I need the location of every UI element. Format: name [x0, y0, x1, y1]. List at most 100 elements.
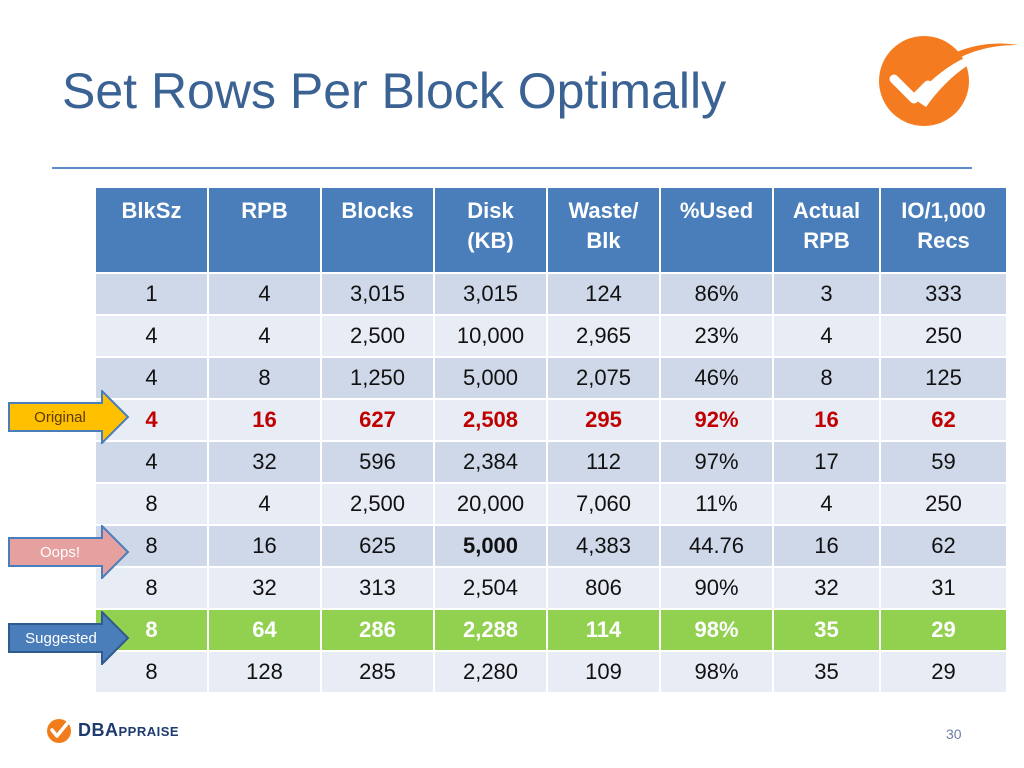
original-label: Original: [34, 408, 86, 426]
table-cell: 627: [320, 398, 435, 442]
table-cell: 250: [879, 482, 1008, 526]
table-cell: 5,000: [433, 356, 548, 400]
table-row: 4 32 596 2,384 112 97% 17 59: [94, 440, 1008, 484]
column-header-text: RPB: [803, 228, 850, 253]
table-row: 8 16 625 5,000 4,383 44.76 16 62: [94, 524, 1008, 568]
table-cell: 35: [772, 650, 881, 694]
column-header-text: RPB: [241, 198, 288, 223]
column-header: IO/1,000 Recs: [879, 186, 1008, 274]
table-cell: 3: [772, 272, 881, 316]
table-cell: 2,280: [433, 650, 548, 694]
table-cell: 4,383: [546, 524, 661, 568]
column-header: Blocks: [320, 186, 435, 274]
table-cell: 625: [320, 524, 435, 568]
table-cell: 4: [207, 482, 322, 526]
column-header-text: Actual: [792, 198, 861, 223]
column-header-text: Disk: [467, 198, 514, 223]
table-cell: 46%: [659, 356, 774, 400]
table-cell: 2,500: [320, 482, 435, 526]
column-header-text: %Used: [679, 198, 754, 223]
table-cell: 23%: [659, 314, 774, 358]
column-header-text: Blk: [586, 228, 621, 253]
table-cell: 285: [320, 650, 435, 694]
table-cell: 59: [879, 440, 1008, 484]
column-header: BlkSz: [94, 186, 209, 274]
oops-label: Oops!: [39, 543, 81, 561]
table-cell: 7,060: [546, 482, 661, 526]
table-cell: 64: [207, 608, 322, 652]
table-cell: 125: [879, 356, 1008, 400]
table-cell: 4: [207, 314, 322, 358]
table-cell: 112: [546, 440, 661, 484]
table-cell: 4: [207, 272, 322, 316]
table-cell: 1,250: [320, 356, 435, 400]
table-cell: 3,015: [433, 272, 548, 316]
table-row: 4 4 2,500 10,000 2,965 23% 4 250: [94, 314, 1008, 358]
suggested-label: Suggested: [25, 629, 97, 647]
table-cell: 10,000: [433, 314, 548, 358]
table-cell: 29: [879, 608, 1008, 652]
table-cell: 16: [207, 398, 322, 442]
table-cell: 16: [772, 398, 881, 442]
column-header: Waste/Blk: [546, 186, 661, 274]
right-arrow-icon: [8, 390, 130, 444]
table-cell: 313: [320, 566, 435, 610]
table-row: 8 64 286 2,288 114 98% 35 29: [94, 608, 1008, 652]
table-row: 8 4 2,500 20,000 7,060 11% 4 250: [94, 482, 1008, 526]
slide-title: Set Rows Per Block Optimally: [62, 63, 727, 119]
checkmark-logo-icon: [879, 36, 1018, 126]
table-cell: 32: [772, 566, 881, 610]
table-cell: 17: [772, 440, 881, 484]
table-cell: 4: [772, 482, 881, 526]
title-divider: [52, 167, 972, 169]
table-cell: 44.76: [659, 524, 774, 568]
table-cell: 1: [94, 272, 209, 316]
table-cell: 114: [546, 608, 661, 652]
table-row: 1 4 3,015 3,015 124 86% 3 333: [94, 272, 1008, 316]
column-header-text: Waste/: [568, 198, 639, 223]
table-cell: 20,000: [433, 482, 548, 526]
table-cell: 98%: [659, 650, 774, 694]
column-header-text: IO/1,000: [901, 198, 986, 223]
table-cell: 35: [772, 608, 881, 652]
table-cell: 8: [207, 356, 322, 400]
table-cell: 250: [879, 314, 1008, 358]
table-cell: 16: [772, 524, 881, 568]
table-cell: 596: [320, 440, 435, 484]
brand-name: DBAPPRAISE: [78, 720, 179, 741]
table-row: 8 32 313 2,504 806 90% 32 31: [94, 566, 1008, 610]
table-cell: 32: [207, 440, 322, 484]
table-cell: 98%: [659, 608, 774, 652]
table-cell: 333: [879, 272, 1008, 316]
column-header: Actual RPB: [772, 186, 881, 274]
table-cell: 2,965: [546, 314, 661, 358]
page-number: 30: [946, 726, 962, 742]
table-cell: 62: [879, 398, 1008, 442]
table-cell: 86%: [659, 272, 774, 316]
table-cell: 806: [546, 566, 661, 610]
column-header-text: BlkSz: [121, 198, 182, 223]
brand-check-icon: [47, 718, 72, 743]
table-cell: 8: [772, 356, 881, 400]
table-cell: 109: [546, 650, 661, 694]
table-row: 4 8 1,250 5,000 2,075 46% 8 125: [94, 356, 1008, 400]
table-cell: 4: [94, 440, 209, 484]
table-cell: 2,508: [433, 398, 548, 442]
table-cell: 286: [320, 608, 435, 652]
table-header-row: BlkSz RPB Blocks Disk (KB) Waste/Blk %Used Actu…: [94, 186, 1008, 274]
column-header: Disk (KB): [433, 186, 548, 274]
table-cell: 62: [879, 524, 1008, 568]
table-cell: 8: [94, 650, 209, 694]
table-cell: 2,288: [433, 608, 548, 652]
rows-per-block-table: BlkSz RPB Blocks Disk (KB) Waste/Blk %Used Actu…: [94, 186, 1008, 694]
table-cell: 31: [879, 566, 1008, 610]
table-cell: 5,000: [433, 524, 548, 568]
table-cell: 295: [546, 398, 661, 442]
original-callout-arrow: Original: [8, 390, 130, 444]
table-cell: 32: [207, 566, 322, 610]
table-cell: 90%: [659, 566, 774, 610]
oops-callout-arrow: Oops!: [8, 525, 130, 579]
column-header-text: Recs: [917, 228, 970, 253]
table-cell: 11%: [659, 482, 774, 526]
column-header-text: Blocks: [341, 198, 414, 223]
